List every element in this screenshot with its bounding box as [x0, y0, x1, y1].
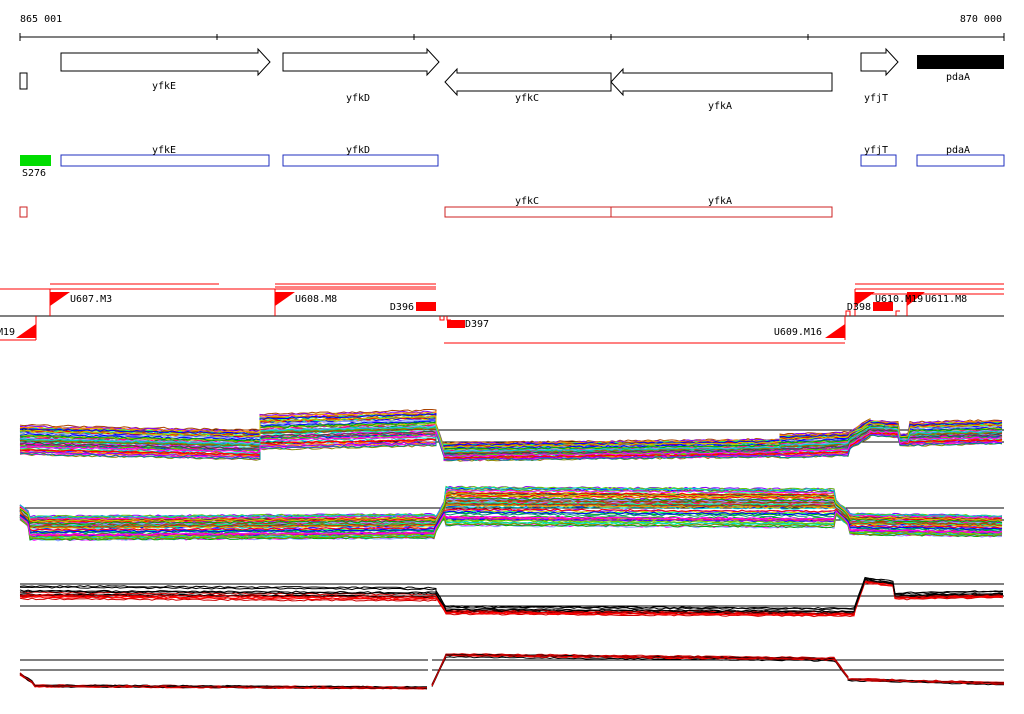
d-label-D398: D398	[847, 302, 871, 313]
forward-box-yfjT[interactable]	[860, 154, 897, 167]
gene-label-yfkE: yfkE	[152, 81, 176, 92]
ruler-start-label: 865 001	[20, 14, 62, 25]
gene-track: yfkE yfkD yfkC yfkA yfjT pdaA	[19, 47, 1004, 112]
d396-block[interactable]	[416, 302, 436, 311]
expression-panel-1	[19, 409, 1004, 462]
expression-panel-4	[19, 653, 1005, 690]
forward-box-yfkD[interactable]	[282, 154, 439, 167]
ruler-end-label: 870 000	[960, 14, 1002, 25]
d397-block[interactable]	[447, 320, 465, 328]
forward-box-yfkE[interactable]	[60, 154, 270, 167]
gene-block-pdaA[interactable]	[917, 55, 1004, 69]
reverse-box-yfkA[interactable]	[610, 206, 833, 218]
s-feature-block[interactable]	[20, 155, 51, 166]
segment-label-U607: U607.M3	[70, 294, 112, 305]
segment-label-U611: U611.M8	[925, 294, 967, 305]
d-label-D396: D396	[390, 302, 414, 313]
d398-block[interactable]	[873, 302, 893, 311]
d-label-D397: D397	[465, 319, 489, 330]
gene-label-yfkA: yfkA	[708, 101, 732, 112]
flag-U608-icon	[275, 292, 295, 306]
segment-label-U610: U610.M19	[875, 294, 923, 305]
gene-stub	[19, 72, 28, 90]
coordinate-ruler: 865 001 870 000	[19, 14, 1005, 41]
flag-U607-icon	[50, 292, 70, 306]
segment-label-M19: M19	[0, 327, 15, 338]
gene-label-yfjT: yfjT	[864, 93, 888, 104]
reverse-label-yfkA: yfkA	[708, 196, 732, 207]
forward-label-yfkD: yfkD	[346, 145, 370, 156]
s-feature-label: S276	[22, 168, 46, 179]
gene-arrow-yfkE[interactable]	[60, 47, 271, 77]
flag-U609-icon	[825, 324, 845, 338]
gene-label-pdaA: pdaA	[946, 72, 970, 83]
reverse-stub	[19, 206, 28, 218]
segment-track: U607.M3 U608.M8 U610.M19 U611.M8 M19 U60…	[0, 283, 1004, 344]
reverse-feature-track: yfkC yfkA	[19, 196, 833, 218]
forward-label-yfjT: yfjT	[864, 145, 888, 156]
flag-U610-icon	[855, 292, 875, 306]
gene-arrow-yfjT[interactable]	[860, 47, 899, 77]
gene-label-yfkD: yfkD	[346, 93, 370, 104]
expression-panel-3	[19, 576, 1004, 618]
forward-box-pdaA[interactable]	[916, 154, 1005, 167]
segment-label-U608: U608.M8	[295, 294, 337, 305]
reverse-label-yfkC: yfkC	[515, 196, 539, 207]
segment-label-U609: U609.M16	[774, 327, 822, 338]
forward-feature-track: S276 yfkE yfkD yfjT pdaA	[20, 145, 1005, 179]
gene-arrow-yfkC[interactable]	[444, 67, 612, 97]
gene-arrow-yfkA[interactable]	[610, 67, 833, 97]
flag-U611-icon	[907, 292, 925, 306]
gene-label-yfkC: yfkC	[515, 93, 539, 104]
forward-label-yfkE: yfkE	[152, 145, 176, 156]
gene-arrow-yfkD[interactable]	[282, 47, 440, 77]
flag-M19-icon	[16, 324, 36, 338]
expression-panel-2	[19, 485, 1004, 542]
forward-label-pdaA: pdaA	[946, 145, 970, 156]
reverse-box-yfkC[interactable]	[444, 206, 612, 218]
